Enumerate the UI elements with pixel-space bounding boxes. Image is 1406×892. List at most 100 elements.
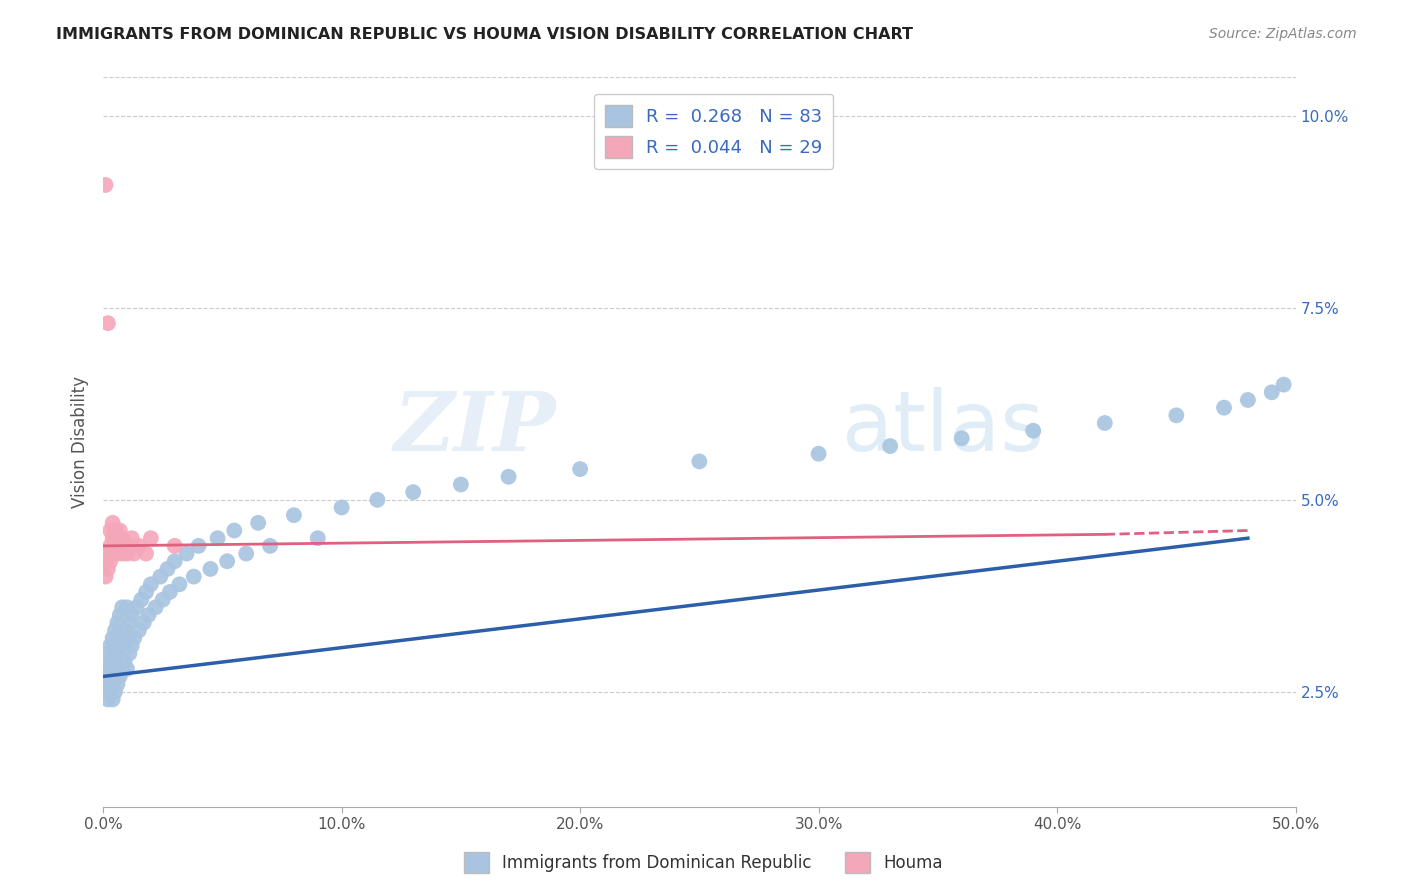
Point <box>101 647 124 661</box>
Point <box>139 577 162 591</box>
Point <box>1272 377 1295 392</box>
Point <box>152 592 174 607</box>
Point <box>115 547 138 561</box>
Point <box>132 615 155 630</box>
Point <box>138 607 160 622</box>
Text: atlas: atlas <box>842 387 1045 468</box>
Point <box>97 647 120 661</box>
Point <box>156 562 179 576</box>
Point <box>111 631 134 645</box>
Point <box>149 569 172 583</box>
Point <box>101 516 124 530</box>
Text: Source: ZipAtlas.com: Source: ZipAtlas.com <box>1209 27 1357 41</box>
Point <box>114 624 136 638</box>
Legend: R =  0.268   N = 83, R =  0.044   N = 29: R = 0.268 N = 83, R = 0.044 N = 29 <box>593 94 834 169</box>
Point <box>104 539 127 553</box>
Point <box>97 562 120 576</box>
Point <box>104 654 127 668</box>
Point <box>111 662 134 676</box>
Point <box>97 316 120 330</box>
Point <box>101 631 124 645</box>
Point <box>283 508 305 523</box>
Point <box>111 600 134 615</box>
Point <box>107 547 129 561</box>
Point <box>235 547 257 561</box>
Point <box>97 692 120 706</box>
Point <box>200 562 222 576</box>
Point <box>224 524 246 538</box>
Point <box>247 516 270 530</box>
Point <box>569 462 592 476</box>
Point <box>111 531 134 545</box>
Point <box>688 454 710 468</box>
Point <box>307 531 329 545</box>
Point <box>97 677 120 691</box>
Point <box>1213 401 1236 415</box>
Point <box>101 547 124 561</box>
Point <box>118 615 141 630</box>
Point <box>108 539 131 553</box>
Point <box>129 592 152 607</box>
Point <box>108 669 131 683</box>
Point <box>107 647 129 661</box>
Point <box>121 639 143 653</box>
Point <box>115 631 138 645</box>
Point <box>163 539 186 553</box>
Point <box>176 547 198 561</box>
Point <box>98 685 121 699</box>
Point <box>118 647 141 661</box>
Point <box>115 662 138 676</box>
Point <box>402 485 425 500</box>
Point <box>114 654 136 668</box>
Point <box>366 492 388 507</box>
Point <box>1261 385 1284 400</box>
Point <box>107 677 129 691</box>
Point <box>104 639 127 653</box>
Point <box>159 585 181 599</box>
Y-axis label: Vision Disability: Vision Disability <box>72 376 89 508</box>
Legend: Immigrants from Dominican Republic, Houma: Immigrants from Dominican Republic, Houm… <box>457 846 949 880</box>
Point <box>118 539 141 553</box>
Point <box>98 639 121 653</box>
Point <box>101 662 124 676</box>
Point <box>187 539 209 553</box>
Point <box>97 547 120 561</box>
Point <box>101 692 124 706</box>
Point <box>121 607 143 622</box>
Point <box>879 439 901 453</box>
Point <box>950 431 973 445</box>
Point <box>104 669 127 683</box>
Point <box>169 577 191 591</box>
Point <box>98 539 121 553</box>
Point <box>104 685 127 699</box>
Point <box>115 600 138 615</box>
Point <box>97 662 120 676</box>
Point <box>101 531 124 545</box>
Point <box>108 607 131 622</box>
Point <box>135 585 157 599</box>
Point <box>1166 409 1188 423</box>
Point <box>122 631 145 645</box>
Point <box>259 539 281 553</box>
Point <box>330 500 353 515</box>
Point <box>135 547 157 561</box>
Point <box>107 531 129 545</box>
Point <box>94 669 117 683</box>
Point <box>139 531 162 545</box>
Point <box>807 447 830 461</box>
Point <box>163 554 186 568</box>
Point <box>104 524 127 538</box>
Point <box>122 547 145 561</box>
Point <box>98 524 121 538</box>
Point <box>111 547 134 561</box>
Point <box>121 531 143 545</box>
Point <box>498 469 520 483</box>
Point <box>207 531 229 545</box>
Point <box>128 624 150 638</box>
Point <box>128 539 150 553</box>
Point <box>125 600 148 615</box>
Point <box>1022 424 1045 438</box>
Point <box>94 554 117 568</box>
Point <box>98 654 121 668</box>
Point <box>94 569 117 583</box>
